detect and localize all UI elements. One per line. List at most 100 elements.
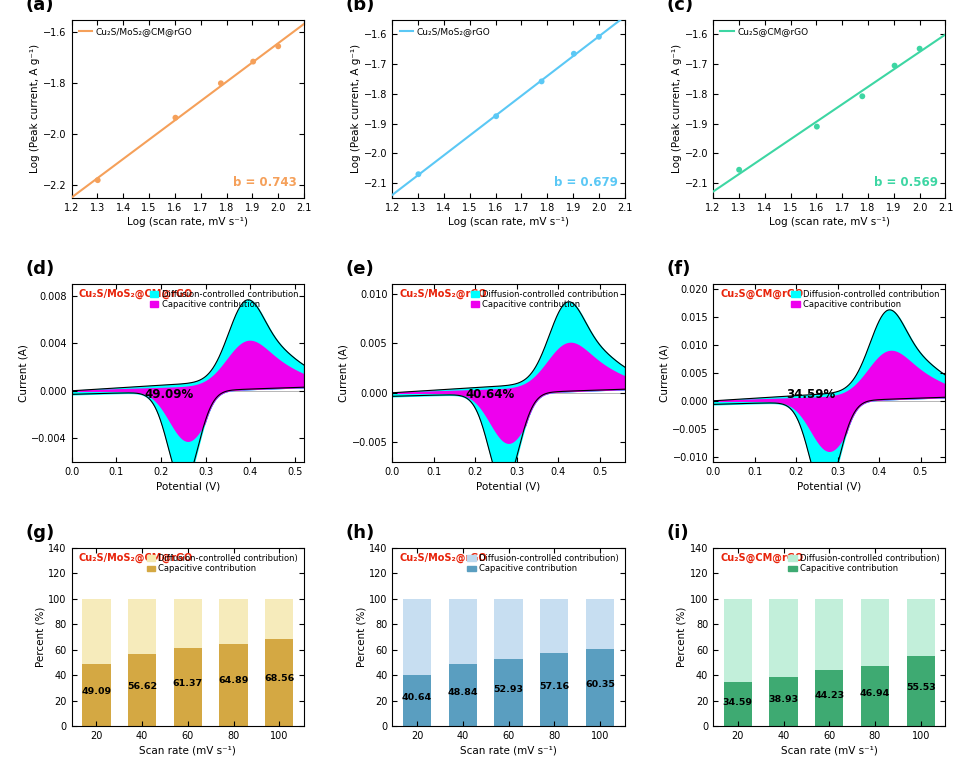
Text: 34.59%: 34.59% bbox=[786, 388, 836, 401]
Bar bbox=[860, 666, 889, 726]
Point bbox=[245, 55, 261, 68]
X-axis label: Log (scan rate, mV s⁻¹): Log (scan rate, mV s⁻¹) bbox=[127, 217, 248, 227]
Text: (f): (f) bbox=[667, 260, 691, 278]
Y-axis label: Log (Peak current, A g⁻¹): Log (Peak current, A g⁻¹) bbox=[672, 45, 682, 173]
Bar bbox=[585, 599, 614, 649]
X-axis label: Log (scan rate, mV s⁻¹): Log (scan rate, mV s⁻¹) bbox=[448, 217, 569, 227]
X-axis label: Scan rate (mV s⁻¹): Scan rate (mV s⁻¹) bbox=[460, 745, 557, 755]
Legend: Diffusion-controlled contribution), Capacitive contribution: Diffusion-controlled contribution), Capa… bbox=[787, 552, 942, 575]
Bar bbox=[82, 664, 111, 726]
Y-axis label: Current (A): Current (A) bbox=[660, 344, 669, 402]
Bar bbox=[860, 599, 889, 666]
Point bbox=[591, 30, 606, 43]
Text: Cu₂S@CM@rGO: Cu₂S@CM@rGO bbox=[720, 553, 803, 563]
Text: b = 0.743: b = 0.743 bbox=[233, 176, 297, 189]
Legend: Cu₂S/MoS₂@rGO: Cu₂S/MoS₂@rGO bbox=[397, 24, 493, 38]
Bar bbox=[82, 599, 111, 664]
Text: 57.16: 57.16 bbox=[540, 682, 569, 690]
Text: (e): (e) bbox=[346, 260, 374, 278]
Text: 40.64: 40.64 bbox=[402, 694, 433, 702]
Point bbox=[566, 48, 582, 60]
Point bbox=[411, 168, 426, 180]
Text: 61.37: 61.37 bbox=[173, 679, 202, 688]
Point bbox=[809, 120, 824, 133]
Bar bbox=[770, 676, 797, 726]
Bar bbox=[128, 654, 157, 726]
Text: 56.62: 56.62 bbox=[127, 682, 158, 691]
Bar bbox=[770, 599, 797, 676]
Text: b = 0.679: b = 0.679 bbox=[554, 176, 618, 189]
Text: 48.84: 48.84 bbox=[448, 687, 478, 697]
Bar bbox=[403, 675, 432, 726]
Bar bbox=[541, 654, 568, 726]
Y-axis label: Current (A): Current (A) bbox=[18, 344, 29, 402]
Legend: Cu₂S@CM@rGO: Cu₂S@CM@rGO bbox=[717, 24, 811, 38]
X-axis label: Potential (V): Potential (V) bbox=[797, 481, 861, 491]
Point bbox=[887, 59, 902, 72]
Bar bbox=[585, 649, 614, 726]
Bar bbox=[541, 599, 568, 654]
Text: (a): (a) bbox=[25, 0, 53, 14]
Bar bbox=[265, 599, 293, 639]
Bar bbox=[220, 599, 247, 644]
Bar bbox=[906, 655, 935, 726]
Bar bbox=[495, 599, 522, 659]
Point bbox=[489, 110, 504, 123]
Legend: Diffusion-controlled contribution), Capacitive contribution: Diffusion-controlled contribution), Capa… bbox=[145, 552, 300, 575]
Text: 68.56: 68.56 bbox=[265, 674, 294, 683]
X-axis label: Potential (V): Potential (V) bbox=[156, 481, 220, 491]
Y-axis label: Percent (%): Percent (%) bbox=[356, 607, 366, 667]
Text: (c): (c) bbox=[667, 0, 693, 14]
X-axis label: Log (scan rate, mV s⁻¹): Log (scan rate, mV s⁻¹) bbox=[769, 217, 890, 227]
Text: Cu₂S@CM@rGO: Cu₂S@CM@rGO bbox=[720, 289, 803, 299]
Text: (i): (i) bbox=[667, 525, 690, 543]
Bar bbox=[174, 648, 202, 726]
Bar bbox=[220, 644, 247, 726]
Bar bbox=[449, 599, 477, 664]
Bar bbox=[449, 664, 477, 726]
Text: 34.59: 34.59 bbox=[723, 697, 753, 707]
Legend: Diffusion-controlled contribution), Capacitive contribution: Diffusion-controlled contribution), Capa… bbox=[466, 552, 621, 575]
Y-axis label: Percent (%): Percent (%) bbox=[677, 607, 687, 667]
Y-axis label: Current (A): Current (A) bbox=[339, 344, 349, 402]
Text: 64.89: 64.89 bbox=[219, 676, 248, 686]
Text: 46.94: 46.94 bbox=[860, 689, 890, 698]
Bar bbox=[174, 599, 202, 648]
Text: 38.93: 38.93 bbox=[769, 694, 798, 704]
Bar bbox=[724, 683, 752, 726]
Bar bbox=[815, 599, 843, 670]
Y-axis label: Log (Peak current, A g⁻¹): Log (Peak current, A g⁻¹) bbox=[31, 45, 40, 173]
Text: Cu₂S/MoS₂@CM@rGO: Cu₂S/MoS₂@CM@rGO bbox=[78, 553, 193, 563]
X-axis label: Scan rate (mV s⁻¹): Scan rate (mV s⁻¹) bbox=[139, 745, 236, 755]
Bar bbox=[403, 599, 432, 675]
Point bbox=[855, 90, 870, 102]
Bar bbox=[724, 599, 752, 683]
Text: 49.09%: 49.09% bbox=[144, 388, 194, 401]
Point bbox=[168, 112, 183, 124]
Text: (b): (b) bbox=[346, 0, 375, 14]
X-axis label: Potential (V): Potential (V) bbox=[477, 481, 541, 491]
Point bbox=[90, 174, 105, 187]
Point bbox=[213, 77, 228, 90]
Text: 40.64%: 40.64% bbox=[465, 388, 515, 401]
Bar bbox=[906, 599, 935, 655]
Text: (h): (h) bbox=[346, 525, 375, 543]
Text: 49.09: 49.09 bbox=[81, 687, 112, 697]
Text: Cu₂S/MoS₂@CM@rGO: Cu₂S/MoS₂@CM@rGO bbox=[78, 289, 193, 299]
Bar bbox=[265, 639, 293, 726]
Bar bbox=[495, 659, 522, 726]
X-axis label: Scan rate (mV s⁻¹): Scan rate (mV s⁻¹) bbox=[781, 745, 878, 755]
Point bbox=[534, 75, 549, 87]
Text: 55.53: 55.53 bbox=[906, 683, 936, 692]
Text: 44.23: 44.23 bbox=[815, 691, 844, 700]
Text: Cu₂S/MoS₂@rGO: Cu₂S/MoS₂@rGO bbox=[399, 289, 487, 299]
Y-axis label: Percent (%): Percent (%) bbox=[35, 607, 46, 667]
Legend: Diffusion-controlled contribution, Capacitive contribution: Diffusion-controlled contribution, Capac… bbox=[148, 288, 300, 311]
Text: 52.93: 52.93 bbox=[494, 685, 523, 694]
Legend: Diffusion-controlled contribution, Capacitive contribution: Diffusion-controlled contribution, Capac… bbox=[469, 288, 621, 311]
Text: 60.35: 60.35 bbox=[585, 679, 615, 689]
Point bbox=[912, 42, 927, 55]
Text: (g): (g) bbox=[25, 525, 54, 543]
Legend: Cu₂S/MoS₂@CM@rGO: Cu₂S/MoS₂@CM@rGO bbox=[76, 24, 196, 38]
Bar bbox=[128, 599, 157, 654]
